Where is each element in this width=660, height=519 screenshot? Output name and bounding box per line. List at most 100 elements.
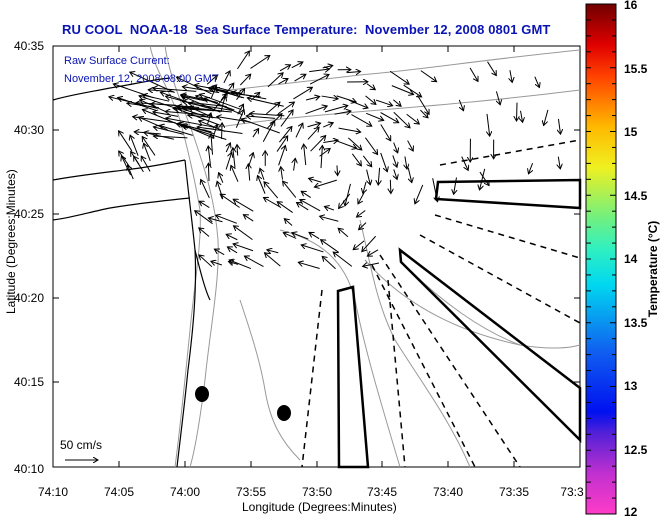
current-vector <box>304 144 306 166</box>
current-vector <box>323 123 333 128</box>
current-vector <box>231 165 239 182</box>
x-tick-label: 74:10 <box>37 485 69 499</box>
current-vector <box>380 124 391 140</box>
current-vector <box>143 95 170 102</box>
scale-label: 50 cm/s <box>60 438 103 452</box>
current-vector <box>233 244 254 252</box>
current-vector <box>208 163 209 182</box>
y-tick-label: 40:35 <box>14 39 45 53</box>
current-vector <box>109 97 158 109</box>
current-vector <box>222 123 223 139</box>
current-vector <box>348 99 368 108</box>
current-vector <box>454 177 457 194</box>
current-vector <box>237 145 238 156</box>
current-vector <box>216 215 237 224</box>
y-tick-label: 40:10 <box>14 462 45 476</box>
current-vector <box>197 127 243 134</box>
current-vector <box>223 71 230 84</box>
current-vector <box>177 77 212 95</box>
current-vector <box>277 102 294 115</box>
current-label: Raw Surface Current: <box>64 55 170 67</box>
current-vector <box>458 99 463 111</box>
current-vector <box>136 103 177 106</box>
current-vector <box>113 84 154 99</box>
current-vector <box>277 202 293 213</box>
current-vector <box>130 135 139 156</box>
current-vector <box>307 123 321 127</box>
current-vector <box>322 256 336 270</box>
current-vector <box>300 200 321 212</box>
current-vector <box>432 178 438 201</box>
current-vector <box>394 142 398 153</box>
current-vector <box>236 89 245 100</box>
current-vector <box>226 234 238 241</box>
current-vector <box>469 67 478 81</box>
y-tick-label: 40:30 <box>14 123 45 137</box>
current-vector <box>324 207 335 211</box>
current-vector <box>276 136 288 152</box>
current-vector <box>134 132 161 134</box>
current-vector <box>321 96 338 99</box>
colorbar-tick-label: 12 <box>624 505 638 519</box>
current-vector <box>206 75 217 85</box>
current-vector <box>392 155 397 167</box>
current-vector <box>461 156 468 171</box>
current-timestamp: November 12, 2008 08:00 GMT <box>64 73 219 85</box>
current-vector <box>417 95 429 114</box>
current-vector <box>295 123 303 138</box>
current-vector <box>244 256 264 268</box>
current-vector <box>378 167 379 185</box>
y-tick-label: 40:15 <box>14 375 45 389</box>
current-vector <box>305 97 320 101</box>
current-vector <box>231 92 267 100</box>
current-vector <box>529 162 533 174</box>
current-vector <box>214 249 225 256</box>
axis-ticks <box>53 45 580 468</box>
colorbar-label: Temperature (°C) <box>646 220 660 318</box>
current-vector <box>389 70 409 84</box>
current-vector <box>363 263 380 266</box>
current-vector <box>347 72 360 73</box>
current-vector <box>521 110 523 123</box>
current-vector <box>264 182 279 199</box>
current-vector <box>278 79 288 85</box>
current-vector <box>267 73 283 88</box>
colorbar-tick-label: 14 <box>624 252 638 266</box>
current-vector <box>365 95 376 105</box>
current-vector <box>153 136 188 138</box>
current-vector <box>278 127 292 143</box>
current-vector <box>544 109 549 126</box>
current-vector <box>292 233 309 240</box>
current-vector <box>333 252 353 267</box>
y-tick-label: 40:25 <box>14 207 45 221</box>
current-vector <box>181 95 218 104</box>
current-vector <box>517 102 518 121</box>
current-vector <box>495 91 500 104</box>
current-vector <box>358 192 365 204</box>
current-vector <box>294 158 296 171</box>
shipping-lanes <box>301 139 581 468</box>
current-vector <box>225 152 232 170</box>
current-vector <box>480 168 486 190</box>
current-vector <box>246 116 276 118</box>
current-vector <box>405 156 407 169</box>
colorbar-ticks <box>586 3 616 515</box>
current-vector <box>283 181 297 198</box>
current-vector <box>391 85 414 95</box>
current-vector <box>142 137 156 156</box>
current-vector <box>321 146 322 169</box>
current-vector <box>291 62 303 69</box>
current-vector <box>239 74 250 86</box>
current-vector <box>128 165 134 180</box>
current-vector <box>258 176 266 194</box>
current-vector <box>267 250 279 253</box>
current-vector <box>406 113 420 124</box>
current-vector <box>366 112 383 120</box>
current-vector <box>394 169 397 179</box>
current-vector <box>375 99 392 106</box>
coastline <box>52 77 211 468</box>
current-vector <box>353 240 365 250</box>
current-vector <box>367 249 379 256</box>
current-vector <box>229 260 252 270</box>
